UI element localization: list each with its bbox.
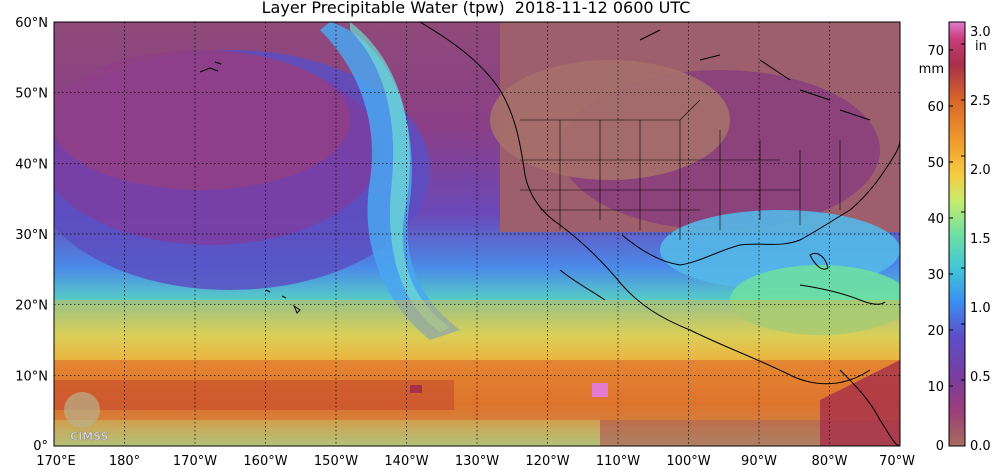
lon-label-90w: 90°W <box>741 454 777 469</box>
in-tick-3-0: 3.0 <box>970 25 991 40</box>
lon-label-180: 180° <box>109 454 140 469</box>
mm-tick-20: 20 <box>927 324 944 339</box>
lon-label-130w: 130°W <box>455 454 499 469</box>
in-tick-0-0: 0.0 <box>970 439 991 454</box>
latitude-labels: 60°N 50°N 40°N 30°N 20°N 10°N 0° <box>15 16 48 454</box>
mm-tick-50: 50 <box>927 156 944 171</box>
colorbar-in-ticks: 3.0 in 2.5 2.0 1.5 1.0 0.5 0.0 <box>970 25 991 454</box>
lon-label-160w: 160°W <box>243 454 287 469</box>
in-tick-0-5: 0.5 <box>970 370 991 385</box>
lon-label-110w: 110°W <box>596 454 640 469</box>
longitude-labels: 170°E 180° 170°W 160°W 150°W 140°W 130°W… <box>36 454 915 469</box>
lat-label-40n: 40°N <box>15 157 48 172</box>
in-tick-2-0: 2.0 <box>970 163 991 178</box>
lat-label-50n: 50°N <box>15 87 48 102</box>
lon-label-170w: 170°W <box>173 454 217 469</box>
lon-label-150w: 150°W <box>314 454 358 469</box>
mm-tick-40: 40 <box>927 212 944 227</box>
lon-label-80w: 80°W <box>812 454 848 469</box>
lon-label-120w: 120°W <box>525 454 569 469</box>
in-unit-label: in <box>975 39 987 54</box>
islands <box>199 61 301 314</box>
mm-tick-10: 10 <box>927 380 944 395</box>
lon-label-140w: 140°W <box>384 454 428 469</box>
lon-label-70w: 70°W <box>879 454 915 469</box>
lat-label-10n: 10°N <box>15 369 48 384</box>
map-frame <box>53 21 901 447</box>
graticule <box>54 22 900 446</box>
colorbar-gradient <box>948 21 966 447</box>
in-tick-1-5: 1.5 <box>970 232 991 247</box>
in-tick-2-5: 2.5 <box>970 94 991 109</box>
lat-label-30n: 30°N <box>15 228 48 243</box>
mm-unit-label: mm <box>919 62 944 77</box>
lat-label-60n: 60°N <box>15 16 48 31</box>
watermark-text: CIMSS <box>70 430 109 443</box>
lon-label-100w: 100°W <box>666 454 710 469</box>
mm-tick-70: 70 <box>927 44 944 59</box>
political-borders <box>520 99 841 240</box>
mm-tick-60: 60 <box>927 100 944 115</box>
cimss-logo: CIMSS <box>64 392 109 443</box>
mm-tick-0: 0 <box>936 439 944 454</box>
in-tick-1-0: 1.0 <box>970 301 991 316</box>
mm-tick-30: 30 <box>927 268 944 283</box>
colorbar-mm-ticks: 70 mm 60 50 40 30 20 10 0 <box>919 44 944 454</box>
lat-label-0: 0° <box>33 439 48 454</box>
coastlines <box>419 22 900 446</box>
figure-title: Layer Precipitable Water (tpw) 2018-11-1… <box>261 0 691 17</box>
colorbar: 70 mm 60 50 40 30 20 10 0 3.0 in 2.5 2.0… <box>919 21 991 454</box>
lon-label-170e: 170°E <box>36 454 76 469</box>
lat-label-20n: 20°N <box>15 299 48 314</box>
